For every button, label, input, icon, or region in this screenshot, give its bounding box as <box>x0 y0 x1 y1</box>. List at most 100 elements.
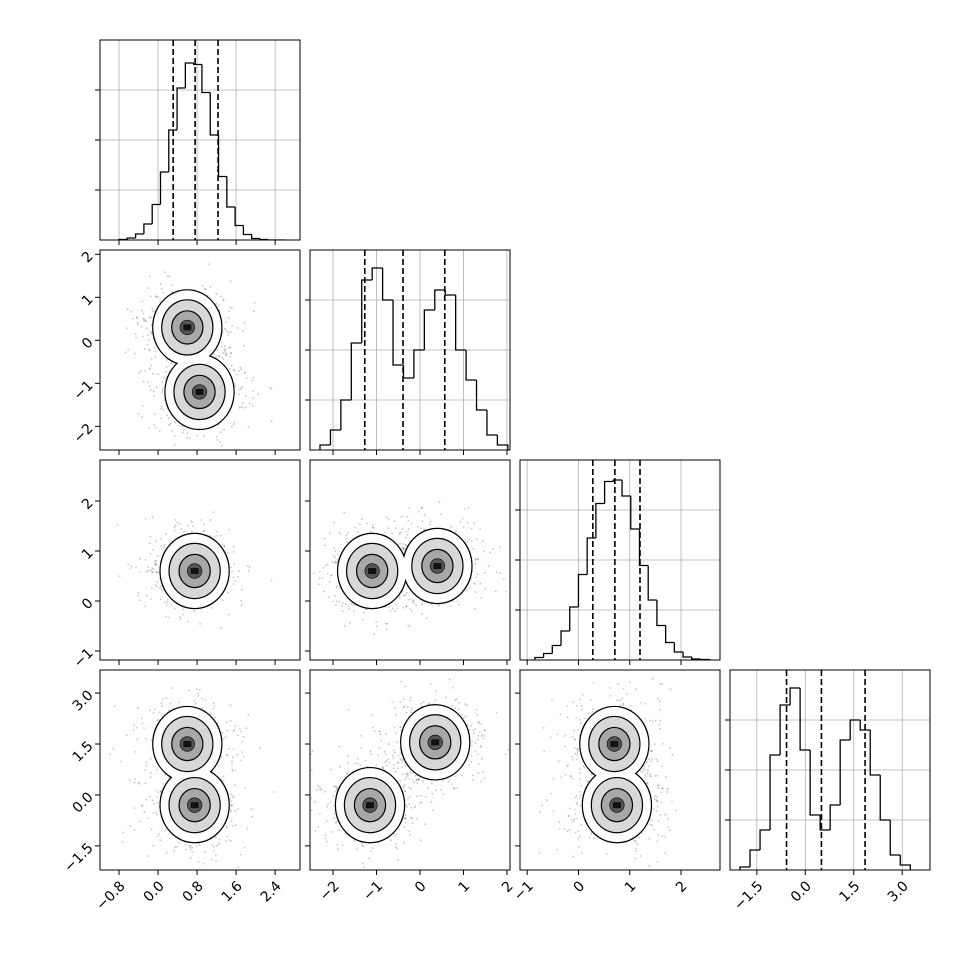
sample-point <box>483 735 486 737</box>
sample-point <box>178 701 181 704</box>
histogram-step <box>402 365 414 379</box>
sample-point <box>215 845 218 847</box>
sample-point <box>165 366 168 369</box>
sample-point <box>410 788 412 790</box>
sample-point <box>392 607 394 610</box>
sample-point <box>513 749 515 751</box>
sample-point <box>171 430 174 432</box>
sample-point <box>242 344 245 347</box>
sample-point <box>144 320 147 322</box>
sample-point <box>144 769 147 771</box>
sample-point <box>230 364 233 367</box>
sample-point <box>158 430 161 432</box>
sample-point <box>464 539 467 541</box>
sample-point <box>228 368 231 370</box>
sample-point <box>390 839 392 842</box>
sample-point <box>404 817 407 820</box>
sample-point <box>156 796 158 799</box>
sample-point <box>409 607 411 610</box>
sample-point <box>646 761 649 763</box>
sample-point <box>243 846 246 849</box>
sample-point <box>479 582 482 585</box>
sample-point <box>345 537 348 540</box>
y-tick-label: −1 <box>71 645 97 671</box>
density-peak <box>366 802 374 809</box>
sample-point <box>400 531 402 533</box>
sample-point <box>152 844 155 847</box>
sample-point <box>369 530 372 533</box>
sample-point <box>161 381 164 383</box>
sample-point <box>411 822 414 825</box>
sample-point <box>480 757 483 760</box>
sample-point <box>361 844 364 847</box>
sample-point <box>397 754 400 757</box>
sample-point <box>146 327 148 330</box>
sample-point <box>441 779 444 782</box>
sample-point <box>393 520 396 523</box>
sample-point <box>450 704 453 707</box>
sample-point <box>145 798 148 801</box>
sample-point <box>193 700 196 703</box>
sample-point <box>356 531 359 533</box>
sample-point <box>336 585 339 588</box>
sample-point <box>388 605 390 608</box>
sample-point <box>361 842 363 845</box>
sample-point <box>495 711 498 714</box>
sample-point <box>386 622 389 625</box>
sample-point <box>474 742 477 744</box>
sample-point <box>440 788 442 791</box>
sample-point <box>252 376 255 379</box>
histogram-step <box>234 207 244 227</box>
sample-point <box>273 791 276 793</box>
sample-point <box>122 831 125 834</box>
sample-point <box>408 507 410 510</box>
y-tick-label: 0.0 <box>70 789 97 816</box>
sample-point <box>232 756 234 759</box>
sample-point <box>229 704 232 707</box>
sample-point <box>171 687 174 689</box>
sample-point <box>462 526 465 528</box>
sample-point <box>659 727 661 730</box>
sample-point <box>398 532 401 534</box>
sample-point <box>233 369 236 371</box>
sample-point <box>581 694 584 696</box>
sample-point <box>215 302 218 305</box>
sample-point <box>384 606 387 609</box>
sample-point <box>671 753 674 756</box>
sample-point <box>160 407 163 410</box>
histogram-step <box>577 573 588 607</box>
sample-point <box>648 758 650 761</box>
sample-point <box>492 548 495 551</box>
sample-point <box>156 813 158 816</box>
sample-point <box>321 577 324 580</box>
sample-point <box>454 699 457 702</box>
sample-point <box>398 597 401 600</box>
sample-point <box>158 711 161 714</box>
y-tick-label: 1 <box>79 292 97 310</box>
sample-point <box>395 714 397 716</box>
sample-point <box>332 555 335 558</box>
sample-point <box>431 792 434 795</box>
sample-point <box>588 836 591 839</box>
sample-point <box>229 306 232 309</box>
sample-point <box>323 537 326 540</box>
sample-point <box>334 813 336 815</box>
sample-point <box>335 586 338 589</box>
sample-point <box>422 780 424 783</box>
sample-point <box>229 280 232 283</box>
sample-point <box>149 330 152 333</box>
sample-point <box>112 747 115 750</box>
histogram-step <box>682 652 692 658</box>
sample-point <box>646 781 649 784</box>
sample-point <box>232 550 235 553</box>
sample-point <box>143 810 146 813</box>
histogram-step <box>486 410 498 436</box>
sample-point <box>382 767 385 770</box>
sample-point <box>189 437 191 440</box>
sample-point <box>225 329 228 332</box>
sample-point <box>220 756 223 759</box>
sample-point <box>185 848 188 851</box>
sample-point <box>239 853 242 856</box>
sample-point <box>336 553 339 556</box>
